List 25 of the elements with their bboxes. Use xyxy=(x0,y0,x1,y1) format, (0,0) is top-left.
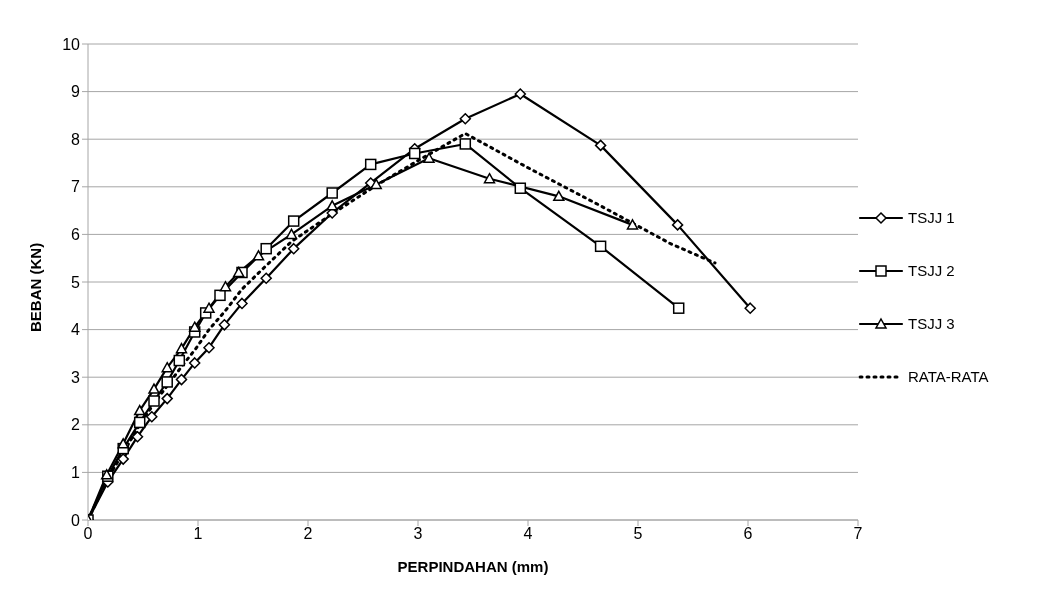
x-tick-label: 7 xyxy=(853,525,863,543)
y-tick-label: 9 xyxy=(71,83,81,101)
y-tick-label: 8 xyxy=(71,130,81,148)
legend-label: TSJJ 1 xyxy=(908,209,955,226)
legend-label: RATA-RATA xyxy=(908,368,989,385)
y-tick-label: 6 xyxy=(71,226,81,244)
y-tick-label: 5 xyxy=(71,273,81,291)
y-tick-label: 3 xyxy=(71,368,81,386)
x-tick-label: 1 xyxy=(193,525,203,543)
x-axis-title: PERPINDAHAN (mm) xyxy=(397,558,549,575)
x-tick-label: 3 xyxy=(413,525,423,543)
y-tick-label: 0 xyxy=(71,511,81,529)
x-tick-label: 4 xyxy=(523,525,533,543)
x-tick-label: 5 xyxy=(633,525,643,543)
x-tick-label: 2 xyxy=(303,525,313,543)
y-tick-label: 1 xyxy=(71,464,81,482)
legend-label: TSJJ 2 xyxy=(908,262,955,279)
y-tick-label: 2 xyxy=(71,416,81,434)
y-tick-label: 10 xyxy=(62,35,81,53)
legend-label: TSJJ 3 xyxy=(908,315,955,332)
x-tick-label: 6 xyxy=(743,525,753,543)
y-tick-label: 4 xyxy=(71,321,81,339)
x-tick-label: 0 xyxy=(83,525,93,543)
y-tick-label: 7 xyxy=(71,178,81,196)
y-axis-title: BEBAN (KN) xyxy=(27,242,45,332)
